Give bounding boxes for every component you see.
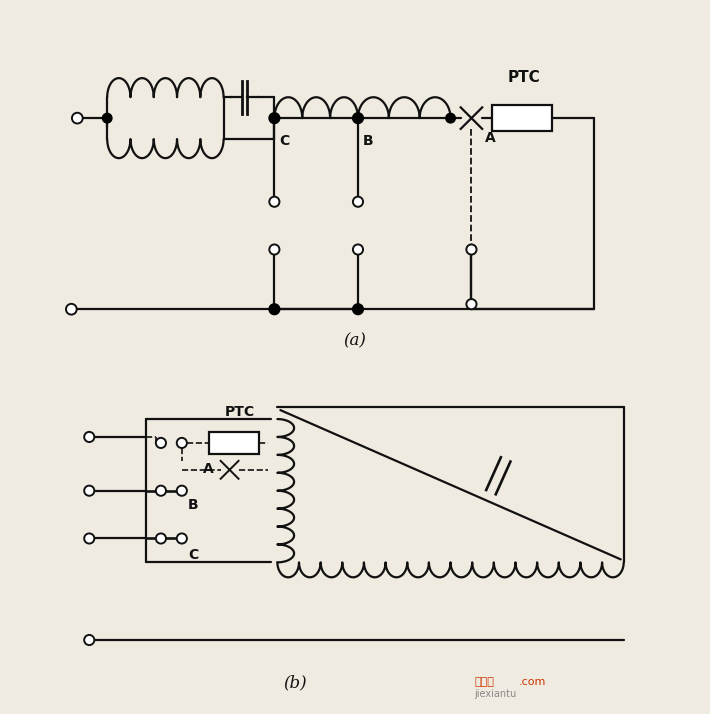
Circle shape — [353, 113, 364, 124]
Text: 接线图: 接线图 — [474, 677, 494, 687]
Circle shape — [84, 432, 94, 442]
Text: jiexiantu: jiexiantu — [474, 689, 517, 699]
Circle shape — [446, 114, 455, 123]
Text: C: C — [187, 548, 198, 563]
Text: B: B — [187, 498, 198, 512]
Circle shape — [269, 244, 280, 255]
Circle shape — [269, 113, 280, 124]
Circle shape — [156, 533, 166, 543]
Text: PTC: PTC — [507, 70, 540, 85]
Circle shape — [466, 244, 476, 255]
Circle shape — [353, 244, 363, 255]
Text: A: A — [203, 462, 214, 476]
Circle shape — [72, 113, 82, 124]
Circle shape — [102, 114, 112, 123]
Circle shape — [353, 304, 364, 315]
Circle shape — [66, 304, 77, 315]
Circle shape — [156, 438, 166, 448]
Text: .com: .com — [519, 677, 547, 687]
Text: PTC: PTC — [225, 405, 255, 419]
Text: (a): (a) — [344, 332, 366, 349]
Circle shape — [177, 533, 187, 543]
Circle shape — [466, 299, 476, 309]
Bar — [209, 432, 259, 453]
Circle shape — [269, 304, 280, 315]
Circle shape — [353, 196, 363, 207]
Circle shape — [84, 533, 94, 543]
Circle shape — [177, 438, 187, 448]
Circle shape — [84, 635, 94, 645]
Bar — [492, 105, 552, 131]
Circle shape — [177, 486, 187, 496]
Text: (b): (b) — [283, 675, 307, 692]
Circle shape — [269, 196, 280, 207]
Circle shape — [84, 486, 94, 496]
Text: B: B — [363, 134, 373, 148]
Circle shape — [156, 486, 166, 496]
Text: C: C — [279, 134, 290, 148]
Text: A: A — [485, 131, 496, 145]
